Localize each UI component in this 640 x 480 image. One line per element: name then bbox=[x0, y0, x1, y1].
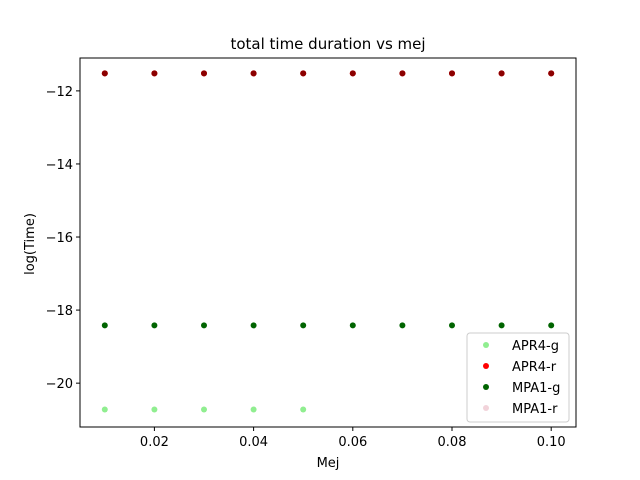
data-point-apr4-g bbox=[201, 406, 207, 413]
data-point-mpa1-g bbox=[151, 322, 158, 329]
chart-title: total time duration vs mej bbox=[230, 35, 425, 53]
data-point-mpa1-r bbox=[449, 70, 455, 77]
data-point-apr4-g bbox=[101, 406, 108, 413]
data-point-mpa1-r bbox=[349, 70, 356, 77]
x-tick-label: 0.08 bbox=[438, 435, 467, 450]
data-point-apr4-g bbox=[151, 406, 158, 413]
data-point-mpa1-g bbox=[498, 322, 505, 329]
data-point-mpa1-r bbox=[151, 70, 158, 77]
data-point-mpa1-r bbox=[399, 70, 406, 77]
x-axis-label: Mej bbox=[317, 456, 340, 471]
data-point-mpa1-g bbox=[449, 322, 455, 329]
data-point-mpa1-g bbox=[101, 322, 108, 329]
legend-marker-mpa1-r bbox=[483, 405, 489, 411]
data-point-apr4-g bbox=[250, 406, 257, 413]
data-point-mpa1-g bbox=[349, 322, 356, 329]
axes: 0.02 0.04 0.06 0.08 0.10 −12 −14 −16 −18 −20 bbox=[46, 57, 577, 450]
legend-label-apr4-r: APR4-r bbox=[512, 360, 557, 375]
data-point-mpa1-r bbox=[201, 70, 207, 77]
data-point-mpa1-r bbox=[498, 70, 505, 77]
legend-label-mpa1-r: MPA1-r bbox=[512, 402, 558, 417]
data-point-mpa1-r bbox=[300, 70, 307, 77]
y-axis-label: log(Time) bbox=[23, 213, 38, 275]
data-point-mpa1-g bbox=[548, 322, 555, 329]
x-tick-label: 0.02 bbox=[140, 435, 169, 450]
data-point-mpa1-g bbox=[250, 322, 257, 329]
plot-frame bbox=[79, 57, 577, 428]
legend-label-mpa1-g: MPA1-g bbox=[512, 381, 560, 396]
data-point-mpa1-g bbox=[399, 322, 406, 329]
data-point-mpa1-g bbox=[300, 322, 307, 329]
y-tick-label: −18 bbox=[46, 304, 73, 319]
legend-marker-apr4-g bbox=[483, 342, 489, 348]
y-tick-label: −14 bbox=[46, 158, 73, 173]
data-point-apr4-g bbox=[300, 406, 307, 413]
y-tick-label: −12 bbox=[46, 85, 73, 100]
x-tick-label: 0.06 bbox=[338, 435, 367, 450]
legend-label-apr4-g: APR4-g bbox=[512, 339, 559, 354]
data-point-mpa1-r bbox=[250, 70, 257, 77]
data-point-mpa1-r bbox=[101, 70, 108, 77]
data-points bbox=[101, 70, 555, 413]
x-tick-label: 0.10 bbox=[537, 435, 566, 450]
legend-box bbox=[466, 332, 570, 423]
legend-marker-apr4-r bbox=[483, 363, 489, 369]
legend: APR4-g APR4-r MPA1-g MPA1-r bbox=[466, 332, 570, 423]
x-tick-label: 0.04 bbox=[239, 435, 268, 450]
legend-marker-mpa1-g bbox=[483, 384, 489, 390]
y-tick-label: −16 bbox=[46, 231, 73, 246]
data-point-mpa1-r bbox=[548, 70, 555, 77]
data-point-mpa1-g bbox=[201, 322, 207, 329]
y-tick-label: −20 bbox=[46, 377, 73, 392]
